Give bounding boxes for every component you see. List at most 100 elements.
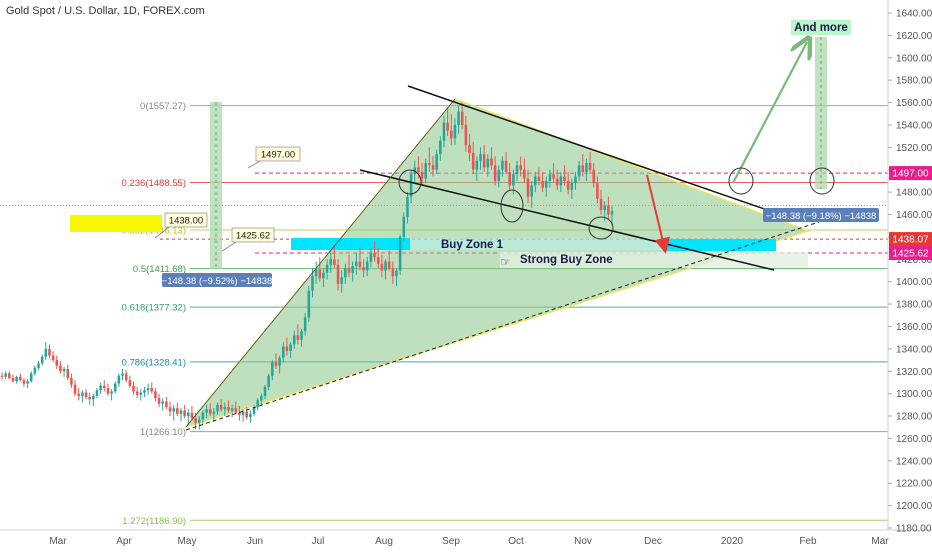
candle-body bbox=[260, 395, 263, 401]
candle-body bbox=[285, 346, 289, 352]
upper-trendline bbox=[407, 85, 777, 214]
candle-body bbox=[318, 269, 322, 279]
candle-body bbox=[212, 411, 216, 414]
candle-body bbox=[263, 386, 267, 396]
candle-body bbox=[92, 395, 95, 400]
fib-level-label: 0.786(1328.41) bbox=[122, 357, 186, 368]
price-badge-box bbox=[889, 246, 932, 261]
candle-body bbox=[0, 375, 4, 377]
y-tick-label: 1260.00 bbox=[896, 434, 932, 445]
y-tick-label: 1460.00 bbox=[896, 210, 932, 221]
candle-body bbox=[307, 290, 311, 318]
candle-body bbox=[457, 111, 460, 125]
candle-body bbox=[44, 348, 48, 357]
candle-body bbox=[37, 363, 40, 368]
y-tick-label: 1560.00 bbox=[896, 98, 932, 109]
candle-body bbox=[402, 216, 406, 237]
y-tick-label: 1480.00 bbox=[896, 188, 932, 199]
measure-left-box bbox=[162, 273, 272, 287]
x-tick-label: Mar bbox=[49, 536, 67, 547]
candle-body bbox=[588, 163, 592, 170]
lower-trendline bbox=[359, 169, 775, 271]
candle-body bbox=[347, 268, 351, 273]
candle-body bbox=[340, 277, 343, 284]
y-tick-label: 1300.00 bbox=[896, 389, 932, 400]
candle-body bbox=[256, 400, 259, 408]
candle-body bbox=[267, 375, 270, 387]
candle-body bbox=[442, 122, 446, 141]
candle-body bbox=[534, 176, 537, 186]
candle-body bbox=[296, 335, 300, 340]
candle-body bbox=[376, 257, 380, 264]
candle-body bbox=[238, 412, 241, 415]
y-tick-label: 1340.00 bbox=[896, 344, 932, 355]
candle-body bbox=[504, 160, 508, 172]
candle-body bbox=[201, 412, 205, 420]
candle-body bbox=[161, 401, 164, 404]
measure-right-label: −148.38 (−9.18%) −14838 bbox=[766, 211, 877, 222]
candle-body bbox=[482, 154, 486, 168]
y-tick-label: 1240.00 bbox=[896, 456, 932, 467]
x-tick-label: Mar bbox=[871, 536, 889, 547]
highlight-circle bbox=[809, 167, 835, 195]
candle-body bbox=[15, 376, 18, 382]
candle-body bbox=[73, 384, 77, 394]
candle-body bbox=[8, 373, 11, 378]
candle-body bbox=[577, 165, 581, 177]
candle-body bbox=[603, 205, 606, 211]
highlight-circle bbox=[588, 216, 614, 240]
candle-body bbox=[325, 264, 329, 273]
y-tick-label: 1220.00 bbox=[896, 479, 932, 490]
candle-body bbox=[526, 178, 530, 197]
price-badge-label: 1425.62 bbox=[892, 249, 929, 260]
candle-body bbox=[230, 408, 234, 411]
candle-body bbox=[292, 335, 296, 345]
candle-body bbox=[289, 344, 292, 352]
candle-body bbox=[439, 140, 442, 155]
candle-body bbox=[329, 259, 333, 265]
candle-body bbox=[497, 169, 501, 181]
x-tick-label: Apr bbox=[116, 536, 132, 547]
candle-body bbox=[592, 169, 596, 184]
candle-body bbox=[33, 367, 37, 374]
candle-body bbox=[124, 373, 128, 381]
candle-body bbox=[417, 167, 420, 172]
candle-body bbox=[18, 376, 22, 381]
candle-body bbox=[106, 388, 110, 394]
candle-body bbox=[227, 407, 230, 411]
x-tick-label: Jun bbox=[247, 536, 263, 547]
candle-body bbox=[574, 176, 577, 184]
candle-body bbox=[40, 356, 44, 364]
candle-body bbox=[249, 413, 252, 418]
candle-body bbox=[607, 205, 610, 215]
candle-body bbox=[322, 272, 325, 279]
candle-body bbox=[4, 373, 7, 377]
candle-body bbox=[183, 410, 186, 417]
candle-body bbox=[274, 362, 278, 366]
price-callout-1438: 1438.00 bbox=[169, 216, 203, 227]
candle-body bbox=[311, 276, 314, 291]
candle-body bbox=[135, 391, 139, 395]
candle-body bbox=[373, 252, 376, 258]
candle-body bbox=[355, 261, 358, 267]
candle-body bbox=[351, 266, 354, 273]
candle-body bbox=[596, 183, 599, 199]
x-tick-label: Aug bbox=[375, 536, 393, 547]
buy-zone-1-label: Buy Zone 1 bbox=[441, 239, 504, 251]
fib-level-label: 0.5(1411.68) bbox=[133, 264, 186, 275]
y-tick-label: 1180.00 bbox=[896, 524, 932, 535]
candle-body bbox=[552, 174, 555, 179]
candle-body bbox=[48, 348, 51, 356]
price-callout-1425: 1425.62 bbox=[236, 231, 270, 242]
highlight-circle bbox=[398, 169, 422, 195]
candle-body bbox=[365, 261, 369, 271]
price-badge-label: 1438.07 bbox=[892, 235, 929, 246]
candle-body bbox=[523, 169, 526, 179]
candle-body bbox=[143, 390, 146, 393]
y-tick-label: 1600.00 bbox=[896, 53, 932, 64]
candle-body bbox=[128, 380, 132, 386]
candle-body bbox=[113, 383, 117, 392]
candle-body bbox=[110, 391, 113, 394]
